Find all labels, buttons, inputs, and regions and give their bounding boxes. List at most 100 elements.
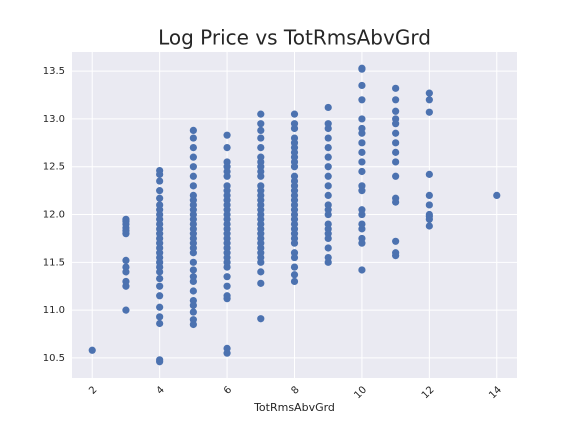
point [290,263,299,271]
point [324,253,332,262]
point [290,110,299,118]
point [189,273,197,281]
point [257,134,265,142]
point [223,144,231,152]
point [156,356,164,364]
point [223,158,231,166]
point [257,153,265,161]
point [189,182,197,190]
point [392,96,400,104]
point [257,144,265,152]
x-axis-label: TotRmsAbvGrd [253,401,335,414]
point [358,81,366,90]
chart-title: Log Price vs TotRmsAbvGrd [158,26,431,50]
point [257,279,265,287]
point [425,89,433,97]
point [392,249,400,257]
point [156,274,164,283]
point [358,96,366,104]
point [358,234,366,243]
point [358,158,366,166]
point [324,153,332,161]
point [324,182,332,190]
point [156,166,164,175]
point [358,220,366,228]
point [223,344,231,352]
x-tick-label: 4 [155,384,167,396]
point [257,120,265,128]
point [324,220,332,228]
point [324,144,332,152]
point [156,187,164,195]
y-tick-label: 11.5 [43,257,65,268]
point [156,177,164,185]
point [324,103,332,112]
point [122,306,130,314]
point [189,308,197,316]
point [324,120,332,128]
point [223,131,231,139]
y-tick-label: 12.0 [43,210,65,221]
point [358,182,366,190]
x-tick-label: 2 [87,384,99,396]
point [156,313,164,321]
point [324,244,332,252]
point [290,172,299,180]
point [425,96,433,104]
point [392,194,400,202]
point [189,258,197,266]
point [189,172,197,180]
point [88,346,96,354]
point [358,115,366,123]
point [358,167,366,176]
point [156,282,164,290]
point [358,64,366,72]
point [392,237,400,245]
point [358,266,366,274]
y-tick-label: 10.5 [43,353,65,364]
point [425,170,433,178]
point [257,268,265,276]
point [189,134,197,142]
point [156,201,164,209]
point [257,182,265,190]
point [358,139,366,147]
point [156,319,164,328]
point [223,273,231,281]
x-tick-label: 8 [289,384,301,396]
point [392,129,400,137]
point [223,182,231,190]
point [493,191,501,200]
point [290,271,299,279]
point [122,277,130,286]
x-tick-label: 6 [222,384,234,396]
x-tick-label: 14 [487,384,504,401]
y-tick-label: 13.0 [43,114,65,125]
point [358,148,366,156]
point [189,191,197,200]
point [290,277,299,286]
point [223,292,231,300]
y-tick-label: 12.5 [43,162,65,173]
y-tick-label: 13.5 [43,66,65,77]
point [324,191,332,200]
point [324,172,332,180]
point [324,134,332,142]
point [189,266,197,274]
point [425,222,433,230]
point [425,191,433,200]
x-tick-label: 10 [352,384,369,401]
point [189,287,197,295]
point [189,163,197,171]
point [324,163,332,171]
point [189,316,197,324]
point [189,126,197,134]
point [122,256,130,265]
point [425,108,433,116]
point [156,292,164,300]
point [358,206,366,214]
point [122,215,130,223]
point [392,148,400,156]
point [425,201,433,209]
